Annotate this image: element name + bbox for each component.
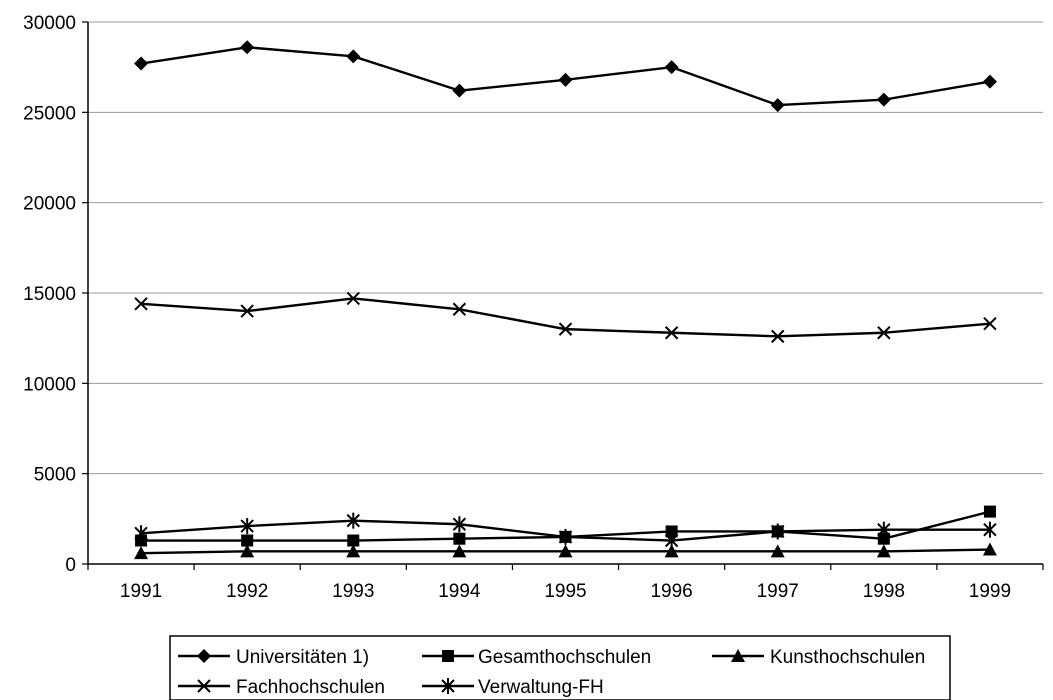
x-stroke bbox=[240, 304, 254, 318]
legend-entry: Verwaltung-FH bbox=[422, 677, 604, 698]
y-tick-label: 25000 bbox=[23, 103, 76, 124]
series-group bbox=[134, 40, 997, 560]
y-tick-label: 5000 bbox=[34, 465, 76, 486]
data-point bbox=[771, 329, 785, 344]
data-point bbox=[241, 534, 254, 547]
data-point bbox=[558, 544, 573, 558]
legend-entry: Kunsthochschulen bbox=[712, 647, 925, 668]
gridlines bbox=[88, 21, 1043, 475]
data-point bbox=[452, 516, 467, 533]
data-point bbox=[452, 302, 467, 316]
data-point bbox=[877, 521, 891, 538]
x-stroke bbox=[983, 317, 997, 331]
data-point bbox=[346, 544, 361, 558]
series-line bbox=[140, 297, 991, 338]
y-tick-label: 20000 bbox=[23, 194, 76, 215]
x-tick-label: 1991 bbox=[120, 581, 162, 602]
y-tick-label: 0 bbox=[65, 555, 76, 576]
x-tick-label: 1999 bbox=[969, 581, 1011, 602]
series-triangle bbox=[134, 542, 997, 560]
data-point bbox=[664, 326, 679, 340]
legend-marker bbox=[731, 649, 745, 662]
x-stroke bbox=[346, 291, 360, 306]
data-point bbox=[877, 326, 891, 340]
data-point bbox=[665, 525, 678, 538]
x-tick-label: 1992 bbox=[226, 581, 268, 602]
series-diamond bbox=[134, 40, 997, 113]
x-tick-label: 1997 bbox=[757, 581, 799, 602]
legend-label: Gesamthochschulen bbox=[478, 647, 651, 668]
data-point bbox=[876, 544, 891, 558]
data-point bbox=[134, 525, 148, 542]
data-point bbox=[983, 521, 997, 538]
legend-marker bbox=[197, 679, 211, 693]
data-point bbox=[346, 291, 360, 306]
data-point bbox=[134, 56, 149, 71]
x-tick-label: 1994 bbox=[438, 581, 481, 602]
data-point bbox=[664, 60, 679, 75]
data-point bbox=[771, 523, 785, 540]
data-point bbox=[558, 322, 573, 336]
y-tick-label: 10000 bbox=[23, 374, 76, 395]
x-stroke bbox=[134, 297, 148, 311]
axes: 0 5000 10000 15000 20000 25000 30000 1991 1992 19… bbox=[23, 13, 1044, 602]
legend-label: Kunsthochschulen bbox=[770, 647, 925, 668]
x-stroke bbox=[197, 679, 211, 693]
y-tick-label: 30000 bbox=[23, 13, 76, 34]
x-stroke bbox=[771, 329, 785, 344]
legend-box bbox=[169, 635, 951, 700]
legend-label: Universitäten 1) bbox=[236, 647, 369, 668]
x-tick-label: 1995 bbox=[544, 581, 586, 602]
data-point bbox=[982, 542, 997, 556]
data-point bbox=[452, 83, 467, 98]
data-point bbox=[346, 512, 360, 529]
data-point bbox=[558, 72, 573, 87]
legend-label: Verwaltung-FH bbox=[478, 677, 604, 698]
x-tick-label: 1998 bbox=[863, 581, 905, 602]
data-point bbox=[876, 92, 891, 107]
legend-marker bbox=[442, 650, 454, 662]
data-point bbox=[346, 49, 361, 64]
x-stroke bbox=[664, 326, 679, 340]
legend-entry: Gesamthochschulen bbox=[422, 647, 651, 668]
data-point bbox=[664, 544, 679, 558]
data-point bbox=[983, 317, 997, 331]
data-point bbox=[664, 532, 679, 549]
series-star bbox=[134, 512, 997, 549]
data-point bbox=[240, 40, 255, 55]
series-x bbox=[134, 291, 997, 344]
data-point bbox=[134, 546, 149, 560]
data-point bbox=[452, 544, 467, 558]
x-tick-label: 1996 bbox=[650, 581, 692, 602]
data-point bbox=[558, 528, 573, 545]
x-stroke bbox=[452, 302, 467, 316]
legend-entry: Universitäten 1) bbox=[178, 647, 369, 668]
legend-marker bbox=[197, 649, 211, 663]
legend-marker bbox=[441, 678, 455, 694]
y-tick-label: 15000 bbox=[23, 284, 76, 305]
data-point bbox=[770, 544, 785, 558]
data-point bbox=[240, 518, 254, 535]
data-point bbox=[240, 304, 254, 318]
data-point bbox=[770, 98, 785, 113]
data-point bbox=[453, 532, 466, 545]
data-point bbox=[983, 505, 996, 518]
legend-label: Fachhochschulen bbox=[236, 677, 385, 698]
data-point bbox=[134, 297, 148, 311]
data-point bbox=[982, 74, 997, 89]
x-stroke bbox=[558, 322, 573, 336]
data-point bbox=[877, 532, 890, 545]
x-stroke bbox=[877, 326, 891, 340]
data-point bbox=[240, 544, 255, 558]
legend-entry: Fachhochschulen bbox=[178, 677, 385, 698]
data-point bbox=[347, 534, 360, 547]
legend: Universitäten 1) Gesamthochschulen Kunstho… bbox=[169, 635, 951, 700]
x-tick-label: 1993 bbox=[332, 581, 374, 602]
